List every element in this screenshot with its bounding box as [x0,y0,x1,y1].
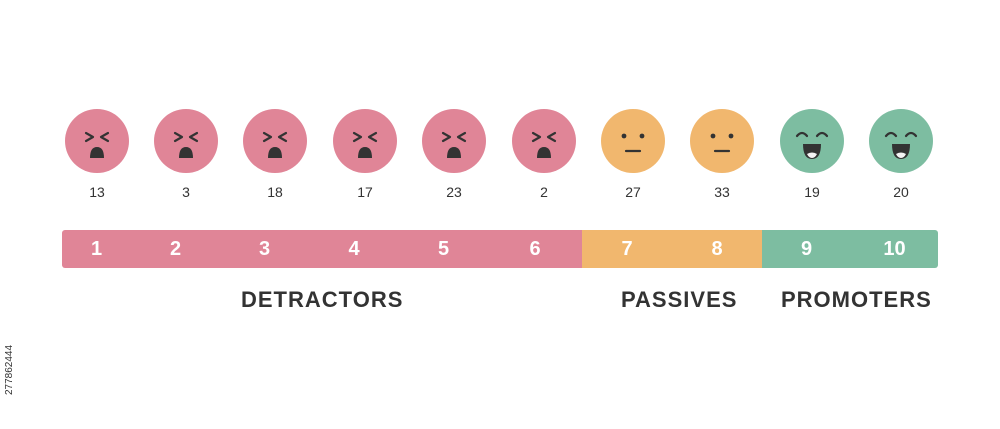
response-count: 13 [89,184,105,200]
stock-image-code: 277862444 [4,344,15,395]
neutral-face-icon [601,109,665,173]
response-count: 20 [893,184,909,200]
response-count: 3 [182,184,190,200]
detractors-label: DETRACTORS [241,287,404,312]
rating-scale-bar: 1 2 3 4 5 6 7 8 9 10 [62,230,938,268]
response-count: 2 [540,184,548,200]
response-count: 19 [804,184,820,200]
scale-segment-9: 9 [762,230,851,268]
scale-segment-4: 4 [309,230,399,268]
scale-segment-1: 1 [62,230,131,268]
response-count: 27 [625,184,641,200]
scale-segment-6: 6 [488,230,582,268]
scale-segment-5: 5 [399,230,488,268]
scale-segment-7: 7 [582,230,672,268]
promoters-label: PROMOTERS [781,287,932,312]
scale-segment-10: 10 [851,230,938,268]
response-count: 23 [446,184,462,200]
response-count: 18 [267,184,283,200]
upset-face-icon [333,109,397,173]
upset-face-icon [65,109,129,173]
happy-face-icon [869,109,933,173]
scale-segment-2: 2 [131,230,220,268]
scale-segment-3: 3 [220,230,309,268]
passives-label: PASSIVES [621,287,738,312]
upset-face-icon [512,109,576,173]
happy-face-icon [780,109,844,173]
upset-face-icon [243,109,307,173]
upset-face-icon [154,109,218,173]
upset-face-icon [422,109,486,173]
response-count: 17 [357,184,373,200]
scale-segment-8: 8 [672,230,762,268]
response-count: 33 [714,184,730,200]
neutral-face-icon [690,109,754,173]
